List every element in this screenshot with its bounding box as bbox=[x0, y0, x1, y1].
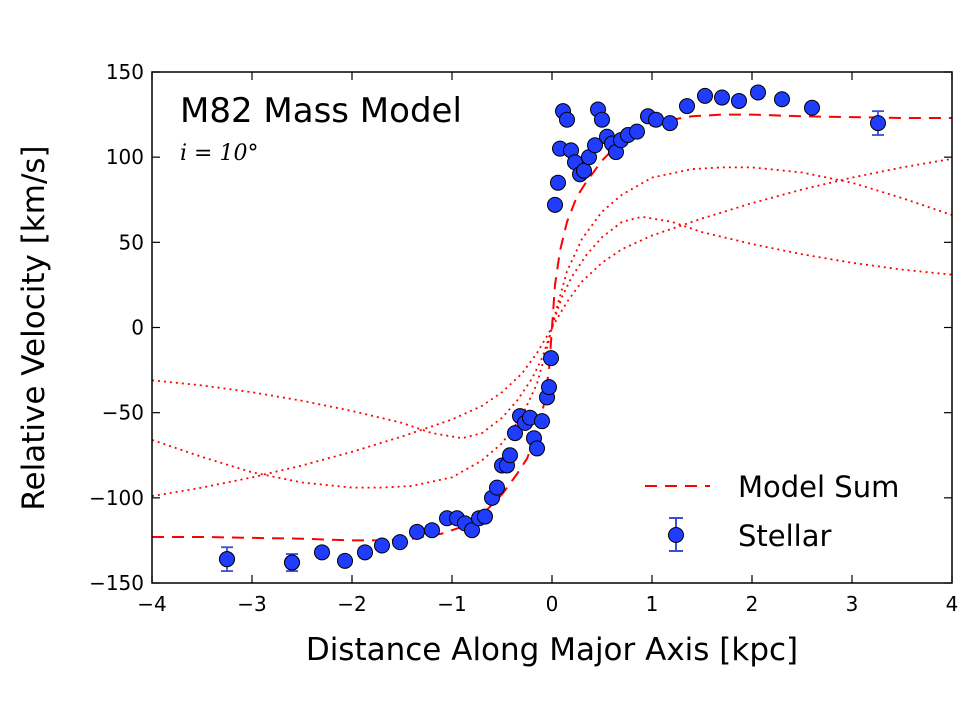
stellar-point-42 bbox=[594, 111, 610, 128]
y-tick-label: 50 bbox=[119, 230, 144, 254]
stellar-point-58 bbox=[804, 99, 820, 116]
stellar-point-54 bbox=[714, 89, 730, 106]
stellar-point-34 bbox=[559, 111, 575, 128]
stellar-point-30 bbox=[547, 196, 563, 213]
stellar-point-2 bbox=[314, 544, 330, 561]
x-tick-label: −4 bbox=[137, 592, 166, 616]
stellar-point-51 bbox=[662, 115, 678, 132]
y-tick-label: 0 bbox=[131, 316, 144, 340]
stellar-point-56 bbox=[750, 84, 766, 101]
stellar-point-50 bbox=[648, 111, 664, 128]
stellar-point-53 bbox=[697, 87, 713, 104]
stellar-point-25 bbox=[529, 440, 545, 457]
stellar-point-5 bbox=[374, 537, 390, 554]
chart-title: M82 Mass Model bbox=[180, 91, 462, 131]
stellar-point-3 bbox=[337, 552, 353, 569]
model-curve-4 bbox=[152, 157, 952, 498]
y-tick-label: −50 bbox=[102, 401, 144, 425]
model-curve-3 bbox=[152, 166, 952, 489]
stellar-point-12 bbox=[464, 522, 480, 539]
stellar-point-19 bbox=[502, 447, 518, 464]
chart-subtitle: i = 10° bbox=[180, 141, 258, 166]
stellar-point-31 bbox=[550, 174, 566, 191]
x-tick-label: 4 bbox=[946, 592, 959, 616]
x-tick-label: 1 bbox=[646, 592, 659, 616]
model-curve-1 bbox=[152, 113, 952, 542]
stellar-point-26 bbox=[534, 413, 550, 430]
data-markers bbox=[219, 84, 886, 572]
stellar-point-28 bbox=[541, 379, 557, 396]
x-tick-label: −1 bbox=[437, 592, 466, 616]
stellar-point-0 bbox=[219, 551, 235, 568]
x-tick-label: −3 bbox=[237, 592, 266, 616]
x-axis-label: Distance Along Major Axis [kpc] bbox=[306, 632, 798, 668]
y-tick-label: −150 bbox=[89, 571, 144, 595]
stellar-point-38 bbox=[576, 162, 592, 179]
y-tick-label: 150 bbox=[106, 60, 144, 84]
stellar-point-48 bbox=[629, 123, 645, 140]
legend: Model Sum Stellar bbox=[645, 470, 899, 553]
legend-stellar-marker bbox=[668, 527, 684, 543]
model-lines bbox=[152, 113, 952, 542]
stellar-point-4 bbox=[357, 544, 373, 561]
stellar-point-20 bbox=[507, 425, 523, 442]
stellar-errorpoint-2 bbox=[870, 115, 886, 132]
legend-stellar-label: Stellar bbox=[738, 519, 832, 553]
stellar-point-6 bbox=[392, 534, 408, 551]
x-tick-label: 0 bbox=[546, 592, 559, 616]
axis-ticks: −4 −3 −2 −1 0 1 2 3 4 −150 −100 −50 0 50 100 150 bbox=[89, 60, 958, 616]
stellar-point-14 bbox=[477, 508, 493, 525]
plot-area bbox=[152, 84, 952, 572]
stellar-point-55 bbox=[731, 92, 747, 109]
x-tick-label: 2 bbox=[746, 592, 759, 616]
legend-model-sum-label: Model Sum bbox=[738, 470, 899, 504]
stellar-point-16 bbox=[489, 479, 505, 496]
x-tick-label: −2 bbox=[337, 592, 366, 616]
y-axis-label: Relative Velocity [km/s] bbox=[16, 145, 52, 510]
stellar-point-7 bbox=[409, 523, 425, 540]
stellar-point-57 bbox=[774, 91, 790, 108]
stellar-point-1 bbox=[284, 554, 300, 571]
x-tick-label: 3 bbox=[846, 592, 859, 616]
y-tick-label: −100 bbox=[89, 486, 144, 510]
stellar-point-29 bbox=[543, 350, 559, 367]
stellar-point-40 bbox=[587, 137, 603, 154]
stellar-point-8 bbox=[424, 522, 440, 539]
stellar-point-52 bbox=[679, 98, 695, 115]
y-tick-label: 100 bbox=[106, 145, 144, 169]
